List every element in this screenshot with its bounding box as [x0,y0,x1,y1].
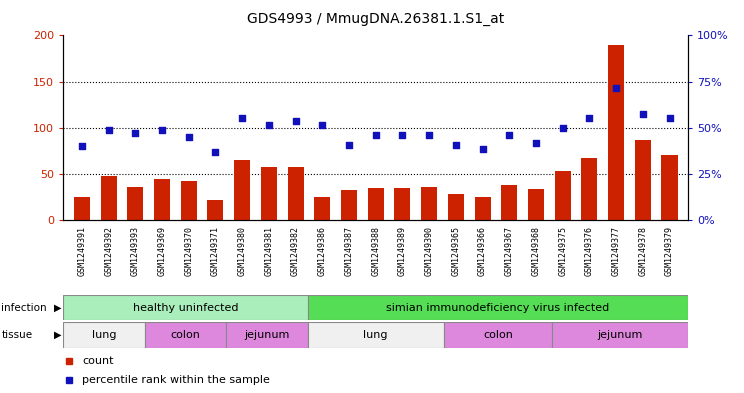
Text: GSM1249379: GSM1249379 [665,226,674,275]
Text: GSM1249368: GSM1249368 [531,226,540,275]
Bar [63,322,145,348]
Text: GDS4993 / MmugDNA.26381.1.S1_at: GDS4993 / MmugDNA.26381.1.S1_at [247,12,504,26]
Bar [635,140,651,220]
Bar [145,322,226,348]
Text: jejunum: jejunum [244,330,289,340]
Bar [226,322,308,348]
Text: GSM1249382: GSM1249382 [291,226,300,275]
Bar [501,185,517,220]
Text: GSM1249392: GSM1249392 [104,226,113,275]
Bar [100,176,117,220]
Bar [314,197,330,220]
Point [210,149,222,155]
Bar [181,181,196,220]
Bar [581,158,597,220]
Text: ▶: ▶ [54,303,61,312]
Text: colon: colon [170,330,200,340]
Text: GSM1249378: GSM1249378 [638,226,647,275]
Text: simian immunodeficiency virus infected: simian immunodeficiency virus infected [386,303,609,312]
Bar [74,197,90,220]
Bar [475,197,490,220]
Text: colon: colon [483,330,513,340]
Bar [443,322,552,348]
Point [263,122,275,128]
Text: lung: lung [92,330,116,340]
Text: ▶: ▶ [54,330,61,340]
Bar [394,188,411,220]
Point [477,146,489,152]
Point [129,130,141,136]
Point [530,140,542,146]
Text: lung: lung [364,330,388,340]
Point [156,127,168,133]
Text: GSM1249390: GSM1249390 [425,226,434,275]
Bar [288,167,304,220]
Text: jejunum: jejunum [597,330,643,340]
Point [637,111,649,117]
Text: GSM1249365: GSM1249365 [452,226,461,275]
Text: tissue: tissue [1,330,33,340]
Text: GSM1249389: GSM1249389 [398,226,407,275]
Text: count: count [82,356,114,366]
Text: GSM1249366: GSM1249366 [478,226,487,275]
Point [343,142,355,149]
Text: GSM1249387: GSM1249387 [344,226,353,275]
Bar [234,160,250,220]
Point [610,85,622,91]
Point [289,118,301,125]
Text: healthy uninfected: healthy uninfected [132,303,238,312]
Bar [308,295,688,320]
Text: GSM1249371: GSM1249371 [211,226,220,275]
Bar [127,187,144,220]
Point [397,132,408,138]
Point [664,116,676,122]
Point [503,132,515,138]
Point [557,125,568,131]
Text: GSM1249369: GSM1249369 [158,226,167,275]
Text: GSM1249367: GSM1249367 [504,226,514,275]
Point [237,116,248,122]
Bar [341,189,357,220]
Bar [528,189,544,220]
Text: GSM1249370: GSM1249370 [185,226,193,275]
Bar [421,187,437,220]
Point [183,134,195,140]
Text: GSM1249391: GSM1249391 [77,226,86,275]
Point [316,122,328,128]
Bar [608,44,624,220]
Point [450,142,462,149]
Point [423,132,435,138]
Text: GSM1249393: GSM1249393 [131,226,140,275]
Point [103,127,115,133]
Bar [63,295,308,320]
Bar [208,200,223,220]
Text: percentile rank within the sample: percentile rank within the sample [82,375,270,386]
Bar [552,322,688,348]
Bar [555,171,571,220]
Bar [154,178,170,220]
Point [583,116,595,122]
Bar [308,322,443,348]
Text: GSM1249376: GSM1249376 [585,226,594,275]
Text: GSM1249375: GSM1249375 [558,226,567,275]
Bar [261,167,277,220]
Text: GSM1249388: GSM1249388 [371,226,380,275]
Text: infection: infection [1,303,47,312]
Point [370,132,382,138]
Bar [368,188,384,220]
Point [76,143,88,149]
Text: GSM1249386: GSM1249386 [318,226,327,275]
Bar [661,155,678,220]
Text: GSM1249381: GSM1249381 [264,226,273,275]
Text: GSM1249377: GSM1249377 [612,226,620,275]
Bar [448,194,464,220]
Text: GSM1249380: GSM1249380 [237,226,247,275]
